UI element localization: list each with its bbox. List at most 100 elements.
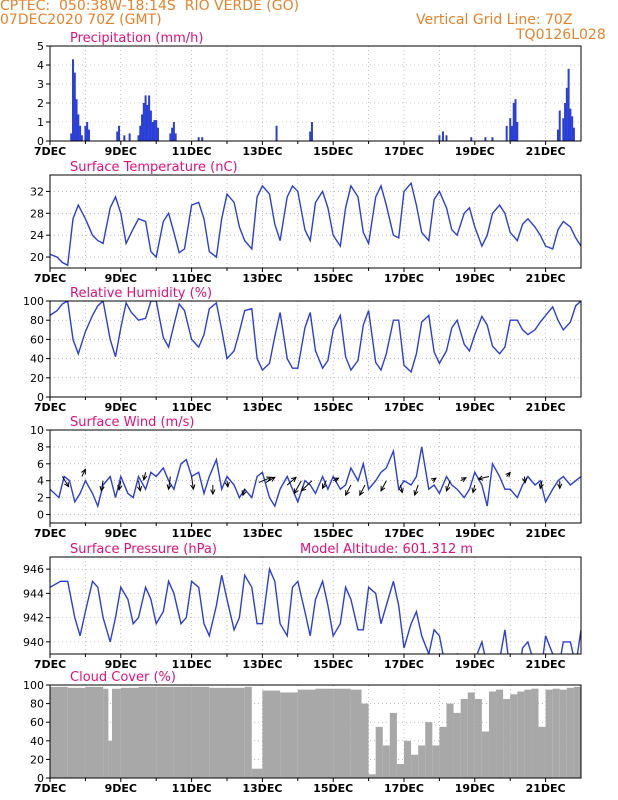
cloud-title: Cloud Cover (%) bbox=[70, 670, 176, 685]
wind-arrow-head bbox=[471, 487, 477, 494]
y-tick-label: 80 bbox=[30, 698, 44, 711]
cloud-bar bbox=[510, 694, 518, 778]
wind-arrow-head bbox=[224, 481, 230, 488]
precip-bar bbox=[151, 122, 154, 141]
precip-bar bbox=[512, 103, 515, 141]
cloud-bar bbox=[432, 745, 440, 778]
wind-arrow-head bbox=[359, 490, 365, 497]
cloud-bar bbox=[297, 689, 316, 778]
wind-arrow-head bbox=[345, 490, 350, 497]
x-tick-label: 11DEC bbox=[172, 401, 212, 414]
cloud-bar bbox=[280, 692, 298, 778]
wind-arrow-head bbox=[269, 476, 276, 482]
x-tick-label: 9DEC bbox=[105, 527, 137, 540]
wind-arrow bbox=[286, 476, 297, 486]
y-tick-label: 10 bbox=[30, 424, 44, 437]
cloud-bar bbox=[350, 689, 362, 778]
wind-arrow-head bbox=[241, 490, 247, 497]
wind-arrow bbox=[258, 476, 272, 483]
x-tick-label: 7DEC bbox=[34, 527, 66, 540]
cloud-bar bbox=[333, 688, 351, 778]
precip-bar bbox=[153, 120, 156, 141]
pres-panel: 940 942 944 946 7DEC 9DEC 11DEC 13DEC 15DEC 17DEC… bbox=[23, 542, 582, 671]
cloud-bar bbox=[209, 687, 227, 778]
x-tick-label: 15DEC bbox=[313, 658, 353, 671]
y-tick-label: 20 bbox=[30, 251, 44, 264]
wind-arrow-head bbox=[460, 477, 467, 483]
cloud-bar bbox=[439, 726, 447, 778]
x-tick-label: 15DEC bbox=[313, 145, 353, 158]
wind-arrow bbox=[118, 480, 122, 490]
wind-arrow bbox=[100, 480, 104, 491]
wind-arrow bbox=[446, 480, 451, 492]
grid-line-note: Vertical Grid Line: 70Z bbox=[416, 12, 573, 28]
wind-arrow-head bbox=[430, 477, 437, 483]
x-tick-label: 21DEC bbox=[526, 527, 566, 540]
y-tick-label: 28 bbox=[30, 207, 44, 220]
wind-arrow bbox=[265, 476, 276, 483]
cloud-bar bbox=[446, 703, 454, 778]
cloud-bar bbox=[538, 726, 546, 778]
wind-arrow bbox=[322, 480, 327, 489]
precip-bar bbox=[139, 125, 142, 141]
x-tick-label: 7DEC bbox=[34, 272, 66, 285]
cloud-bar bbox=[156, 686, 174, 778]
wind-arrow bbox=[138, 480, 141, 491]
precip-bar bbox=[172, 122, 175, 141]
precip-bar bbox=[142, 103, 145, 141]
cloud-bar bbox=[251, 768, 263, 778]
x-tick-label: 13DEC bbox=[242, 782, 282, 795]
cloud-bar bbox=[382, 745, 390, 778]
y-tick-label: 3 bbox=[37, 78, 44, 91]
wind-arrow-head bbox=[538, 483, 544, 490]
precip-bar bbox=[75, 99, 78, 141]
y-tick-label: 4 bbox=[37, 475, 44, 488]
cloud-bar bbox=[120, 687, 139, 778]
precip-bar bbox=[144, 95, 147, 141]
x-tick-label: 11DEC bbox=[172, 658, 212, 671]
model-altitude: Model Altitude: 601.312 m bbox=[300, 542, 473, 557]
x-tick-label: 15DEC bbox=[313, 782, 353, 795]
pres-frame bbox=[49, 556, 582, 655]
precip-bar bbox=[174, 133, 177, 141]
precip-bar bbox=[441, 131, 444, 141]
precip-bar bbox=[116, 131, 119, 141]
cloud-bar bbox=[552, 688, 560, 778]
wind-arrow bbox=[61, 476, 70, 487]
precip-bar bbox=[141, 114, 144, 141]
cloud-panel: 0 20 40 60 80 100 7DEC 9DEC 11DEC 13DEC 15DEC 17DEC… bbox=[23, 670, 582, 795]
wind-title: Surface Wind (m/s) bbox=[70, 415, 194, 430]
precip-bar bbox=[514, 99, 517, 141]
x-tick-label: 13DEC bbox=[242, 401, 282, 414]
x-tick-label: 19DEC bbox=[455, 527, 495, 540]
precip-bar bbox=[558, 110, 561, 141]
pres-title: Surface Pressure (hPa) bbox=[70, 542, 217, 557]
y-tick-label: 944 bbox=[23, 587, 44, 600]
rh-frame bbox=[49, 300, 582, 398]
cloud-bar bbox=[368, 774, 376, 778]
wind-arrow-head bbox=[300, 486, 307, 492]
x-tick-label: 17DEC bbox=[384, 401, 424, 414]
wind-arrow-head bbox=[398, 487, 404, 494]
cloud-bar bbox=[545, 689, 553, 778]
precip-bar bbox=[567, 68, 570, 141]
precip-bar bbox=[510, 125, 513, 141]
wind-arrow bbox=[143, 472, 147, 480]
wind-arrow-head bbox=[136, 485, 143, 493]
cloud-bar bbox=[418, 745, 426, 778]
precip-bar bbox=[484, 137, 487, 141]
y-tick-label: 4 bbox=[37, 59, 44, 72]
precip-bar bbox=[156, 127, 159, 141]
precip-bar bbox=[84, 125, 87, 141]
x-tick-label: 7DEC bbox=[34, 782, 66, 795]
cloud-bar bbox=[85, 686, 104, 778]
station-header: CPTEC: 050:38W-18:14S RIO VERDE (GO) bbox=[0, 0, 300, 14]
wind-arrow bbox=[399, 484, 403, 493]
precip-bar bbox=[123, 135, 126, 141]
wind-arrow-head bbox=[505, 471, 511, 478]
precip-bar bbox=[201, 137, 204, 141]
precip-bar bbox=[470, 137, 473, 141]
cloud-bar bbox=[566, 687, 574, 778]
cloud-bar bbox=[467, 692, 475, 778]
precip-bar bbox=[571, 116, 574, 141]
